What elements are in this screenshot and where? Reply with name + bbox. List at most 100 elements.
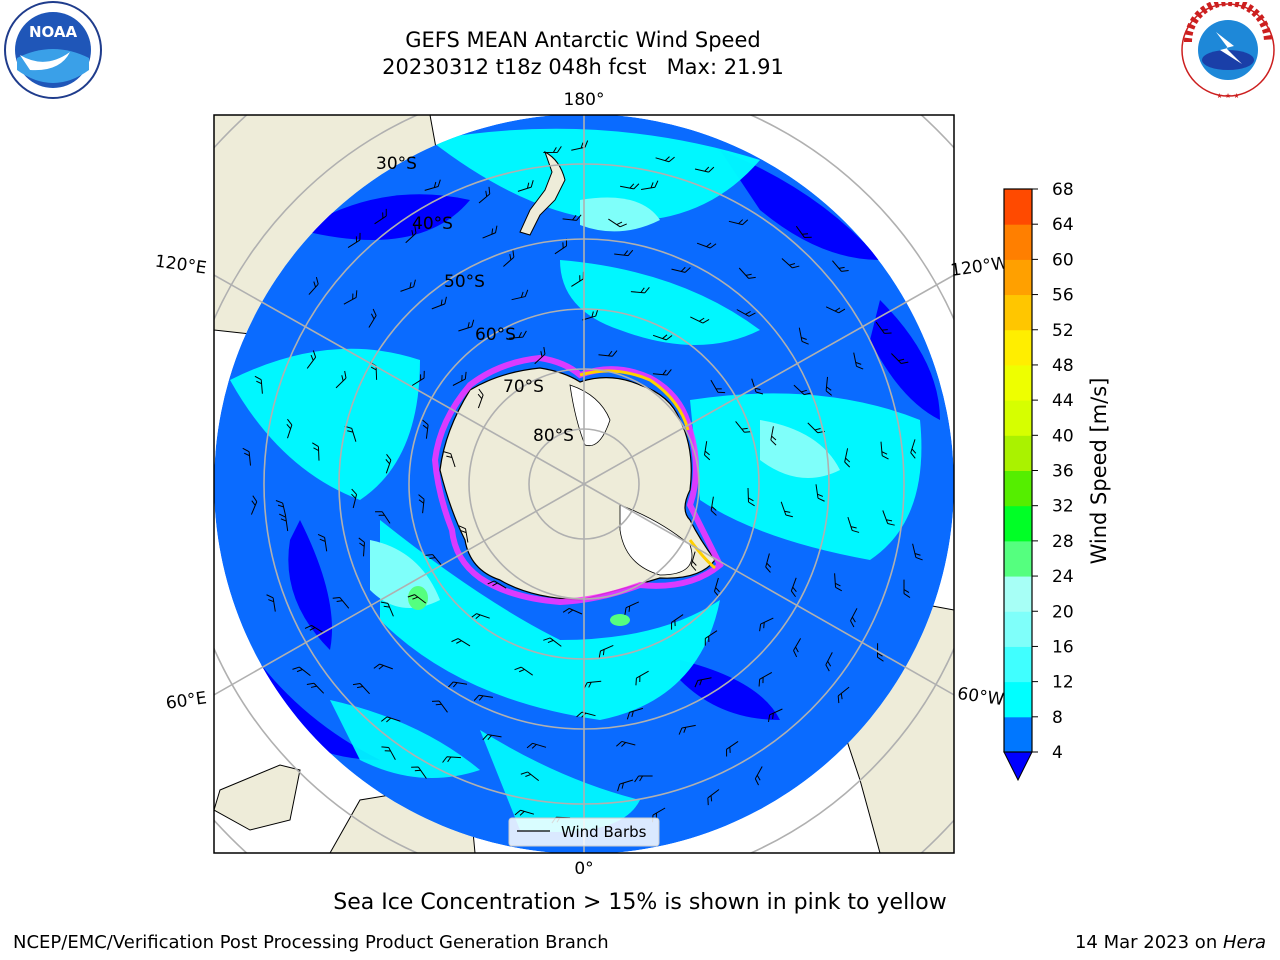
wind-barb [759,617,774,632]
wind-barb [825,306,846,314]
lat-label-80s: 80°S [533,426,574,446]
wind-barb [765,553,772,573]
wind-barb [875,321,892,334]
wind-barb [768,708,783,723]
madagascar-land [214,764,301,831]
wind-barbs [242,140,923,824]
noaa-logo: NOAA [4,1,102,99]
wind-barb [373,663,393,670]
lon-label-120e: 120°E [154,252,208,279]
wind-barb [844,448,851,468]
lat-label-30s: 30°S [376,154,417,174]
wind-barb [834,573,843,592]
wind-barb [381,746,396,760]
wind-barb [707,789,720,806]
wind-barb [652,369,672,376]
wind-barb [517,180,534,192]
wind-barb [795,225,812,239]
wind-barb [825,376,833,396]
lon-label-0: 0° [574,859,593,879]
wind-barb [312,442,320,461]
wind-barb [758,671,773,687]
wind-barb [815,484,825,502]
wind-barb [694,677,712,688]
wind-barb [317,533,328,552]
lon-label-120w: 120°W [949,253,1009,281]
wind-barb [254,375,263,394]
wind-barb [431,700,448,713]
wind-barb [514,666,533,676]
wind-barb [793,638,802,658]
lat-label-70s: 70°S [503,377,544,397]
wind-barb [332,597,350,609]
wind-barb [431,296,447,310]
wind-barb [790,577,797,598]
wind-barb [562,214,582,221]
wind-barb [308,277,319,295]
wind-barb [571,140,589,151]
wind-barb [690,551,697,571]
lat-label-50s: 50°S [444,272,485,292]
wind-barb [793,384,812,396]
wind-barb [425,554,442,566]
wind-barb [770,426,777,446]
wind-barb [452,371,467,386]
wind-barb [351,488,358,509]
wind-barb [473,694,493,701]
legend-label: Wind Barbs [561,823,647,841]
wind-barb [671,614,684,630]
wind-barb [511,289,529,301]
wind-barb [726,740,739,757]
wind-barb [704,441,711,461]
wind-barb [614,249,634,257]
map-subtitle: 20230312 t18z 048h fcst Max: 21.91 [382,55,784,79]
wind-barb [671,266,691,273]
wind-barb [503,249,515,267]
wind-barb [837,686,850,704]
wind-barb [620,183,640,190]
wind-barb [832,260,849,272]
wind-barb [891,353,909,364]
wind-barb [407,594,427,604]
wind-barb [534,346,546,365]
wind-barb [343,290,358,305]
wind-barb [850,608,858,628]
lon-label-60w: 60°W [956,684,1005,710]
wind-barb [617,779,634,792]
wind-barb [380,601,394,617]
wind-barb [266,594,276,612]
wind-barb [635,670,649,686]
footer-date: 14 Mar 2023 on Hera [1074,932,1266,953]
wind-barb [375,511,391,524]
wind-barb [624,601,640,615]
new-zealand-land [519,150,566,236]
wind-barbs-legend: Wind Barbs [508,817,660,847]
sea-ice-caption: Sea Ice Concentration > 15% is shown in … [333,890,947,915]
wind-barb [508,330,527,339]
wind-barb [543,637,562,647]
wind-barb [368,308,377,328]
wind-barb [781,258,800,269]
wind-barb [385,454,392,474]
wind-barb [736,309,756,317]
wind-barb [306,350,317,369]
wind-barb [616,740,636,747]
wind-barb [780,501,793,518]
wind-barb [696,242,717,249]
wind-barb [482,225,498,239]
wind-barb [358,537,365,557]
wind-barb [352,683,370,695]
wind-barb [458,525,469,543]
wind-barb [880,441,889,460]
footer-machine: Hera [1222,932,1266,953]
wind-barb [847,516,860,533]
wind-barb [374,208,387,225]
wind-barb [477,388,484,409]
wind-barb [250,495,258,515]
wind-barb [411,766,427,779]
wind-barb [487,580,507,589]
wind-barb [626,707,644,720]
wind-barb [598,350,618,357]
wind-barb [443,451,456,468]
